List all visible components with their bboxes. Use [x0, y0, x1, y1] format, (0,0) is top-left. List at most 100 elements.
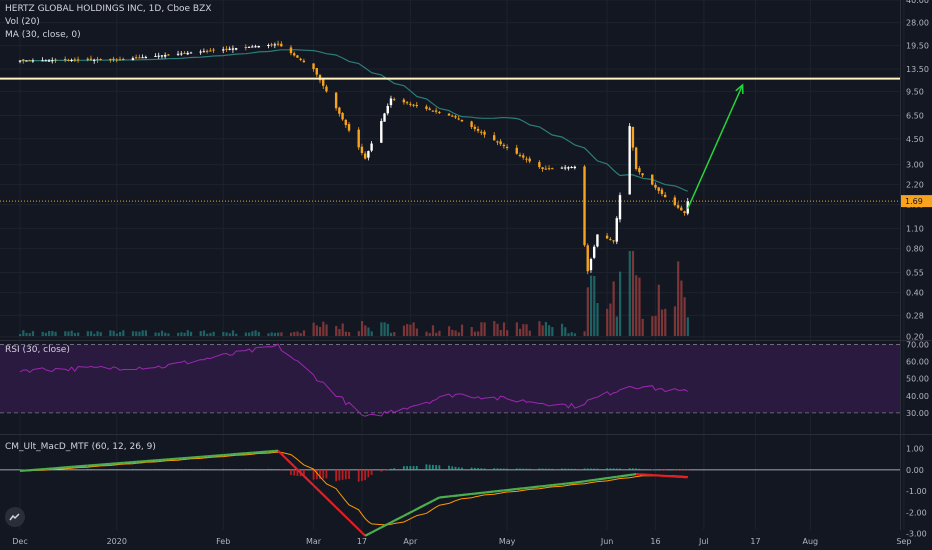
volume-bar — [493, 321, 496, 336]
macd-histogram-bar — [190, 469, 192, 470]
volume-bar — [64, 331, 67, 336]
volume-bar — [302, 330, 306, 336]
macd-histogram-bar — [280, 469, 283, 471]
macd-tick-label: -3.00 — [906, 530, 927, 539]
candle-body — [25, 60, 28, 62]
volume-bar — [325, 324, 328, 336]
macd-histogram-bar — [683, 469, 686, 471]
macd-histogram-bar — [370, 469, 373, 476]
volume-bar — [593, 275, 596, 336]
macd-histogram-bar — [341, 469, 344, 480]
macd-histogram-bar — [570, 468, 573, 470]
volume-bar — [496, 323, 499, 336]
candle-body — [189, 52, 193, 54]
macd-histogram-bar — [544, 468, 547, 470]
candle-body — [144, 56, 148, 59]
macd-histogram-bar — [167, 469, 170, 470]
macd-histogram-bar — [161, 469, 163, 470]
volume-bar — [135, 331, 138, 336]
tradingview-logo-icon[interactable] — [5, 507, 25, 527]
macd-line-segment — [403, 513, 408, 517]
candle-body — [538, 162, 541, 168]
macd-histogram-bar — [673, 469, 676, 471]
volume-bar — [525, 324, 528, 336]
volume-bar — [586, 287, 589, 336]
macd-line-segment — [348, 519, 360, 531]
volume-bar — [122, 330, 125, 336]
macd-histogram-bar — [251, 469, 254, 470]
candle-body — [141, 57, 144, 59]
candle-body — [628, 126, 631, 195]
candle-body — [518, 154, 522, 156]
volume-bar — [299, 333, 302, 336]
macd-histogram-bar — [157, 468, 160, 470]
volume-bar — [660, 309, 664, 336]
candle-body — [683, 211, 686, 214]
candle-body — [567, 167, 570, 169]
price-tick-label: 13.50 — [906, 65, 929, 74]
macd-histogram-bar — [86, 468, 89, 470]
candle-body — [383, 113, 386, 122]
candle-body — [596, 234, 599, 247]
price-tick-label: 3.00 — [906, 161, 924, 170]
macd-signal-line — [20, 451, 688, 526]
candle-body — [392, 99, 396, 101]
candle-body — [657, 187, 660, 191]
candle-body — [112, 58, 115, 60]
macd-histogram-bar — [412, 466, 415, 470]
candle-body — [312, 63, 315, 70]
macd-histogram-bar — [132, 468, 134, 470]
volume-bar — [431, 325, 435, 336]
candle-body — [244, 47, 248, 49]
volume-bar — [22, 330, 25, 336]
rsi-tick-label: 50.00 — [906, 375, 929, 384]
candle-body — [280, 43, 283, 47]
volume-bar — [370, 331, 373, 336]
macd-histogram-bar — [677, 469, 679, 471]
macd-histogram-bar — [425, 464, 428, 470]
candle-body — [138, 57, 141, 59]
volume-bar — [680, 280, 683, 336]
volume-bar — [228, 333, 231, 336]
macd-line-segment — [390, 519, 395, 524]
candle-body — [31, 60, 35, 62]
volume-bar — [606, 308, 609, 336]
macd-histogram-bar — [180, 468, 183, 470]
candle-body — [209, 50, 212, 52]
candle-body — [654, 184, 657, 188]
x-tick-label: Jun — [600, 537, 614, 546]
candle-body — [641, 173, 644, 176]
volume-bar — [360, 321, 364, 336]
volume-bar — [364, 325, 367, 336]
candle-body — [254, 46, 257, 48]
macd-histogram-bar — [248, 468, 250, 470]
macd-line-segment — [439, 495, 450, 499]
macd-line-segment — [484, 490, 495, 494]
volume-bar — [406, 324, 409, 336]
volume-bar — [319, 326, 322, 336]
candle-body — [634, 147, 638, 170]
candle-body — [276, 43, 280, 45]
candle-body — [680, 207, 683, 211]
candle-body — [673, 197, 677, 206]
volume-bar — [73, 333, 77, 336]
volume-bar — [367, 327, 370, 336]
rsi-tick-label: 70.00 — [906, 340, 929, 349]
candle-body — [296, 55, 299, 58]
volume-bar — [312, 322, 315, 336]
macd-histogram-bar — [383, 469, 386, 471]
macd-histogram-bar — [515, 468, 518, 470]
volume-bar — [251, 331, 254, 336]
volume-bar — [267, 333, 270, 336]
volume-bar — [641, 318, 644, 336]
macd-line-segment — [319, 490, 324, 496]
volume-bar — [386, 323, 389, 336]
candle-body — [483, 131, 486, 135]
candle-body — [380, 120, 383, 143]
volume-bar — [183, 332, 186, 336]
candle-body — [251, 46, 254, 48]
macd-histogram-bar — [548, 468, 550, 470]
macd-histogram-bar — [290, 469, 292, 476]
candle-body — [515, 147, 518, 154]
rsi-tick-label: 40.00 — [906, 392, 929, 401]
